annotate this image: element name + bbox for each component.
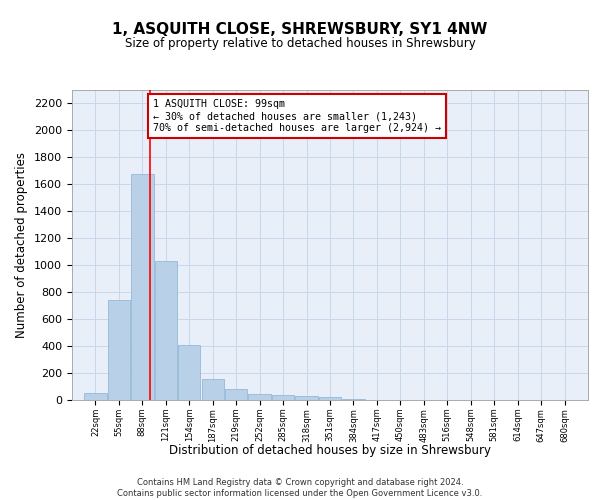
Text: Contains HM Land Registry data © Crown copyright and database right 2024.
Contai: Contains HM Land Registry data © Crown c… <box>118 478 482 498</box>
Bar <box>272 395 294 400</box>
Bar <box>343 398 365 400</box>
Bar <box>131 174 154 400</box>
X-axis label: Distribution of detached houses by size in Shrewsbury: Distribution of detached houses by size … <box>169 444 491 458</box>
Bar <box>225 389 247 400</box>
Bar <box>178 344 200 400</box>
Bar <box>155 261 177 400</box>
Bar <box>202 379 224 400</box>
Bar <box>248 394 271 400</box>
Bar <box>295 396 317 400</box>
Text: 1 ASQUITH CLOSE: 99sqm
← 30% of detached houses are smaller (1,243)
70% of semi-: 1 ASQUITH CLOSE: 99sqm ← 30% of detached… <box>153 100 441 132</box>
Bar <box>85 394 107 400</box>
Y-axis label: Number of detached properties: Number of detached properties <box>16 152 28 338</box>
Bar <box>108 300 130 400</box>
Text: Size of property relative to detached houses in Shrewsbury: Size of property relative to detached ho… <box>125 38 475 51</box>
Bar <box>319 398 341 400</box>
Text: 1, ASQUITH CLOSE, SHREWSBURY, SY1 4NW: 1, ASQUITH CLOSE, SHREWSBURY, SY1 4NW <box>112 22 488 38</box>
